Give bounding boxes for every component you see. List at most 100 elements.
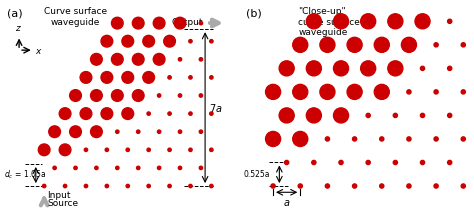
Circle shape	[339, 160, 343, 164]
Circle shape	[157, 94, 161, 97]
Circle shape	[447, 113, 452, 117]
Circle shape	[84, 184, 88, 188]
Text: curve surface: curve surface	[298, 18, 360, 27]
Text: (b): (b)	[246, 8, 262, 18]
Circle shape	[361, 61, 376, 76]
Circle shape	[111, 17, 123, 29]
Circle shape	[178, 58, 182, 61]
Circle shape	[293, 84, 308, 99]
Circle shape	[461, 184, 465, 188]
Text: Curve surface: Curve surface	[44, 7, 107, 16]
Circle shape	[178, 130, 182, 133]
Circle shape	[393, 113, 397, 117]
Circle shape	[38, 144, 50, 156]
Circle shape	[74, 166, 77, 169]
Circle shape	[293, 37, 308, 52]
Circle shape	[132, 17, 144, 29]
Circle shape	[122, 108, 134, 120]
Circle shape	[199, 94, 202, 97]
Circle shape	[189, 184, 192, 188]
Circle shape	[279, 61, 294, 76]
Circle shape	[210, 76, 213, 79]
Circle shape	[199, 22, 202, 25]
Text: Output: Output	[172, 18, 203, 28]
Circle shape	[95, 166, 98, 169]
Circle shape	[380, 184, 384, 188]
Circle shape	[298, 184, 302, 188]
Circle shape	[210, 112, 213, 115]
Circle shape	[320, 84, 335, 99]
Circle shape	[284, 160, 289, 164]
Circle shape	[210, 184, 213, 188]
Circle shape	[380, 137, 384, 141]
Circle shape	[407, 137, 411, 141]
Circle shape	[137, 130, 140, 133]
Circle shape	[101, 35, 113, 47]
Circle shape	[111, 54, 123, 65]
Circle shape	[420, 160, 425, 164]
Circle shape	[91, 54, 102, 65]
Circle shape	[80, 108, 92, 120]
Circle shape	[116, 166, 119, 169]
Circle shape	[137, 166, 140, 169]
Circle shape	[210, 40, 213, 43]
Circle shape	[132, 54, 144, 65]
Circle shape	[70, 90, 82, 101]
Circle shape	[143, 35, 155, 47]
Circle shape	[401, 37, 417, 52]
Circle shape	[434, 184, 438, 188]
Circle shape	[361, 14, 376, 29]
Circle shape	[147, 112, 150, 115]
Circle shape	[174, 17, 186, 29]
Text: waveguide: waveguide	[51, 18, 100, 27]
Circle shape	[407, 184, 411, 188]
Circle shape	[265, 84, 281, 99]
Circle shape	[116, 130, 119, 133]
Circle shape	[306, 14, 321, 29]
Text: $z$: $z$	[15, 24, 21, 33]
Circle shape	[168, 76, 171, 79]
Circle shape	[388, 14, 403, 29]
Text: $x$: $x$	[35, 47, 42, 56]
Circle shape	[153, 54, 165, 65]
Circle shape	[178, 166, 182, 169]
Circle shape	[105, 148, 109, 152]
Circle shape	[147, 148, 150, 152]
Circle shape	[374, 37, 389, 52]
Circle shape	[143, 71, 155, 83]
Circle shape	[434, 137, 438, 141]
Circle shape	[53, 166, 56, 169]
Circle shape	[388, 61, 403, 76]
Text: "Close-up": "Close-up"	[298, 7, 346, 16]
Text: Source: Source	[47, 199, 78, 208]
Circle shape	[366, 113, 370, 117]
Circle shape	[153, 17, 165, 29]
Circle shape	[84, 148, 88, 152]
Circle shape	[43, 184, 46, 188]
Circle shape	[347, 37, 362, 52]
Circle shape	[101, 71, 113, 83]
Circle shape	[147, 184, 150, 188]
Circle shape	[374, 84, 389, 99]
Text: Input: Input	[47, 191, 71, 200]
Circle shape	[293, 131, 308, 147]
Circle shape	[325, 137, 329, 141]
Circle shape	[126, 148, 129, 152]
Circle shape	[189, 40, 192, 43]
Text: $d_c$ = 1.05a: $d_c$ = 1.05a	[4, 169, 47, 181]
Circle shape	[59, 108, 71, 120]
Circle shape	[126, 184, 129, 188]
Circle shape	[434, 43, 438, 47]
Circle shape	[353, 137, 356, 141]
Circle shape	[168, 184, 171, 188]
Circle shape	[447, 160, 452, 164]
Circle shape	[91, 90, 102, 101]
Circle shape	[347, 84, 362, 99]
Circle shape	[132, 90, 144, 101]
Circle shape	[70, 126, 82, 138]
Circle shape	[415, 14, 430, 29]
Circle shape	[334, 14, 348, 29]
Circle shape	[168, 112, 171, 115]
Circle shape	[306, 108, 321, 123]
Circle shape	[199, 58, 202, 61]
